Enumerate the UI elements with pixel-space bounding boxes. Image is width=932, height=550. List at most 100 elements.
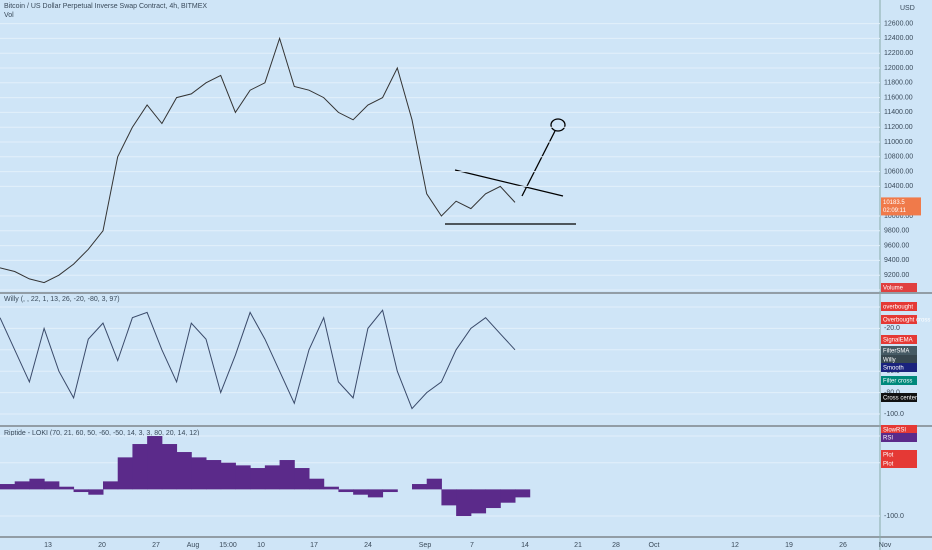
riptide-bar xyxy=(220,462,236,490)
volume-tag-bg xyxy=(881,283,917,292)
riptide-bar xyxy=(367,489,384,498)
x-tick-label: 19 xyxy=(785,542,793,549)
countdown: 02:09:11 xyxy=(883,208,907,214)
riptide-bar xyxy=(353,489,369,495)
y-tick-label: -100.0 xyxy=(884,411,904,418)
symbol-title: Bitcoin / US Dollar Perpetual Inverse Sw… xyxy=(4,3,207,10)
riptide-bar xyxy=(294,468,310,490)
indicator-tag-bg xyxy=(881,450,917,459)
indicator-tag: Filter cross xyxy=(883,379,912,385)
riptide-bar xyxy=(29,478,45,490)
willy-title: Willy (, , 22, 1, 13, 26, -20, -80, 3, 9… xyxy=(4,296,120,303)
y-tick-label: 10000.00 xyxy=(884,213,913,220)
riptide-bar xyxy=(250,468,266,490)
indicator-tag: SignalEMA xyxy=(883,338,913,344)
riptide-bar xyxy=(412,484,428,490)
indicator-tag-bg xyxy=(881,363,917,372)
volume-tag: Volume xyxy=(883,286,904,292)
x-tick-label: 28 xyxy=(612,542,620,549)
indicator-tag-bg xyxy=(881,302,917,311)
x-tick-label: Sep xyxy=(419,542,432,549)
y-tick-label: 12200.00 xyxy=(884,50,913,57)
riptide-bar xyxy=(73,489,89,493)
x-tick-label: 7 xyxy=(470,542,474,549)
x-tick-label: 24 xyxy=(364,542,372,549)
y-tick-label: 11400.00 xyxy=(884,109,913,116)
x-tick-label: 14 xyxy=(521,542,529,549)
x-tick-label: 13 xyxy=(44,542,52,549)
indicator-tag: SlowRSI xyxy=(883,428,906,434)
x-tick-label: 21 xyxy=(574,542,582,549)
riptide-bar xyxy=(500,489,516,503)
indicator-tag: Overbought cross xyxy=(883,318,930,324)
x-tick-label: 27 xyxy=(152,542,160,549)
y-tick-label: 10400.00 xyxy=(884,183,913,190)
y-tick-label: 12400.00 xyxy=(884,35,913,42)
riptide-bar xyxy=(235,465,251,490)
currency-menu[interactable]: USD xyxy=(900,5,915,12)
riptide-bar xyxy=(147,436,163,490)
indicator-tag: Cross center xyxy=(883,396,917,402)
riptide-bar xyxy=(58,486,75,490)
y-tick-label: -20.0 xyxy=(884,325,900,332)
target-circle xyxy=(550,118,566,132)
indicator-tag: RSI xyxy=(883,436,893,442)
riptide-bar xyxy=(470,489,487,514)
riptide-bar xyxy=(279,460,295,490)
indicator-tag: Smooth xyxy=(883,366,904,372)
indicator-tag: Plot xyxy=(883,453,894,459)
x-tick-label: 17 xyxy=(310,542,318,549)
y-tick-label: 11000.00 xyxy=(884,139,913,146)
riptide-bar xyxy=(176,452,192,490)
price-line xyxy=(0,36,516,284)
riptide-bar xyxy=(0,484,16,490)
y-tick-label: 10600.00 xyxy=(884,168,913,175)
indicator-tag-bg xyxy=(881,425,917,434)
indicator-tag-bg xyxy=(881,346,917,355)
indicator-tag-bg xyxy=(881,459,917,468)
indicator-tag-bg xyxy=(881,315,917,324)
y-tick-label: -80.0 xyxy=(884,389,900,396)
x-tick-label: 20 xyxy=(98,542,106,549)
riptide-bar xyxy=(88,489,104,495)
indicator-tag: FilterSMA xyxy=(883,349,909,355)
indicator-tag-bg xyxy=(881,376,917,385)
riptide-bar xyxy=(485,489,501,509)
y-tick-label: 11800.00 xyxy=(884,80,913,87)
y-tick-label: 11200.00 xyxy=(884,124,913,131)
indicator-tag: overbought xyxy=(883,305,913,311)
y-tick-label: 12000.00 xyxy=(884,65,913,72)
willy-line xyxy=(0,309,516,410)
x-tick-label: 10 xyxy=(257,542,265,549)
x-tick-label: 26 xyxy=(839,542,847,549)
price-tag: 10183.5 xyxy=(883,200,905,206)
riptide-bar xyxy=(103,481,119,490)
x-tick-label: 12 xyxy=(731,542,739,549)
riptide-bar xyxy=(132,444,148,490)
x-tick-label: Nov xyxy=(879,542,892,549)
trend-line xyxy=(454,169,564,197)
indicator-tag: Willy xyxy=(883,358,896,364)
riptide-bar xyxy=(441,489,457,506)
riptide-bar xyxy=(515,489,531,498)
y-tick-label: 9600.00 xyxy=(884,242,909,249)
volume-label: Vol xyxy=(4,12,14,19)
riptide-bar xyxy=(382,489,398,493)
riptide-bar xyxy=(14,481,30,490)
y-tick-label: -100.0 xyxy=(884,513,904,520)
indicator-tag-bg xyxy=(881,335,917,344)
x-tick-label: Aug xyxy=(187,542,200,549)
y-tick-label: 12600.00 xyxy=(884,20,913,27)
riptide-title: Riptide - LOKI (70, 21, 60, 50, -60, -50… xyxy=(4,430,199,437)
riptide-bar xyxy=(323,486,339,490)
riptide-bar xyxy=(338,489,354,493)
indicator-tag-bg xyxy=(881,393,917,402)
riptide-bar xyxy=(191,457,207,490)
riptide-bar xyxy=(456,489,472,517)
riptide-bar xyxy=(264,465,281,490)
indicator-tag-bg xyxy=(881,355,917,364)
riptide-bar xyxy=(206,460,222,490)
x-tick-label: 15:00 xyxy=(219,542,237,549)
riptide-bar xyxy=(161,444,178,490)
